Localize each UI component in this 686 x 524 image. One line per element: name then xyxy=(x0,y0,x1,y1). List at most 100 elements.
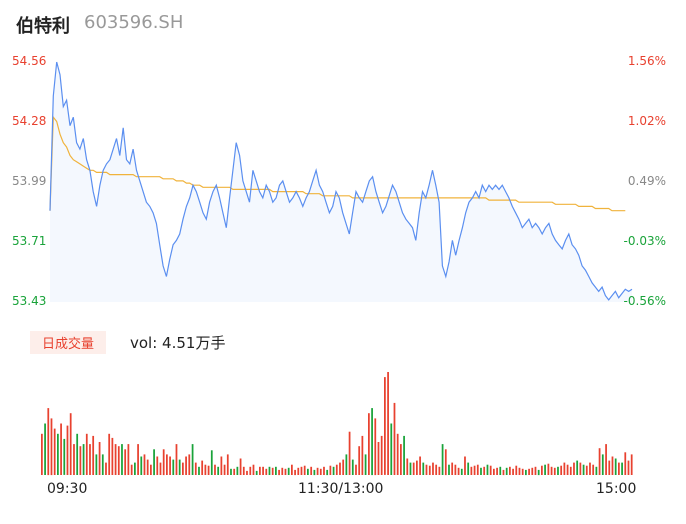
volume-bar xyxy=(505,467,508,475)
volume-bar xyxy=(425,464,428,475)
volume-bar xyxy=(194,462,197,475)
volume-bar xyxy=(509,466,511,475)
x-tick: 11:30/13:00 xyxy=(298,481,384,497)
y-left-tick: 53.71 xyxy=(12,234,47,248)
volume-bar xyxy=(329,465,332,475)
volume-bar xyxy=(483,466,486,475)
volume-bar xyxy=(85,433,88,475)
volume-bar xyxy=(618,462,620,475)
y-right-tick: -0.03% xyxy=(623,234,666,248)
y-left-tick: 54.28 xyxy=(12,114,47,128)
volume-bar xyxy=(553,467,556,475)
volume-bar xyxy=(159,462,162,475)
volume-bar xyxy=(579,462,582,475)
volume-bar xyxy=(114,444,117,475)
volume-bar xyxy=(130,464,133,475)
volume-text: vol: 4.51万手 xyxy=(130,334,226,352)
volume-bar xyxy=(182,462,184,475)
volume-bar xyxy=(169,456,171,475)
volume-bar xyxy=(441,444,444,475)
volume-bar xyxy=(371,408,373,476)
volume-bar xyxy=(53,428,56,475)
volume-bar xyxy=(268,466,271,475)
volume-bar xyxy=(544,464,546,475)
volume-bar xyxy=(493,468,495,475)
volume-bar xyxy=(150,464,152,475)
volume-bar xyxy=(271,467,274,475)
volume-bar xyxy=(592,464,595,475)
volume-bar xyxy=(364,454,367,475)
volume-bar xyxy=(185,456,187,475)
volume-bar xyxy=(496,467,498,475)
volume-bar xyxy=(569,466,572,475)
volume-bar xyxy=(444,449,447,476)
volume-bar xyxy=(515,465,518,475)
volume-bar xyxy=(162,449,165,476)
volume-bar xyxy=(98,442,101,475)
y-right-tick: 1.02% xyxy=(627,114,666,128)
volume-bar xyxy=(76,433,79,475)
volume-bar xyxy=(294,469,296,476)
y-right-tick: -0.56% xyxy=(623,294,666,308)
volume-bar xyxy=(137,444,139,475)
volume-bar xyxy=(101,454,104,475)
volume-badge: 日成交量 xyxy=(30,331,107,354)
volume-bar xyxy=(351,459,354,475)
volume-bar xyxy=(275,466,277,475)
volume-bar xyxy=(541,465,543,475)
price-area xyxy=(50,62,632,302)
volume-bar xyxy=(66,425,69,475)
volume-bar xyxy=(614,458,617,475)
volume-bar xyxy=(428,465,431,475)
volume-bar xyxy=(499,466,502,475)
volume-bar xyxy=(457,467,460,475)
volume-bar xyxy=(156,456,159,475)
volume-bar xyxy=(95,454,98,475)
volume-bar xyxy=(284,468,287,475)
volume-bar xyxy=(387,372,389,475)
volume-bar xyxy=(47,408,50,476)
volume-bar xyxy=(630,454,633,475)
volume-bar xyxy=(601,454,604,475)
volume-bar xyxy=(589,462,591,475)
volume-bar xyxy=(393,402,396,475)
volume-bar xyxy=(326,469,329,476)
volume-bar xyxy=(204,464,207,475)
volume-bar xyxy=(464,456,466,475)
volume-bar xyxy=(454,464,457,475)
volume-bar xyxy=(63,438,66,475)
volume-bar xyxy=(166,454,168,475)
volume-bar xyxy=(146,459,149,475)
volume-bar xyxy=(384,377,386,475)
volume-bar xyxy=(246,470,248,475)
volume-bar xyxy=(127,444,130,475)
volume-bar xyxy=(121,444,123,475)
volume-bar xyxy=(476,464,479,475)
volume-bar xyxy=(57,433,59,475)
volume-bar xyxy=(438,466,441,475)
volume-bar xyxy=(377,442,380,475)
volume-bar xyxy=(307,468,309,475)
volume-bar xyxy=(473,465,476,475)
volume-bar xyxy=(297,467,300,475)
volume-bar xyxy=(316,467,319,475)
volume-bar xyxy=(233,468,236,475)
volume-bar xyxy=(560,465,563,475)
volume-bar xyxy=(611,456,614,475)
volume-bar xyxy=(332,466,335,475)
volume-bar xyxy=(335,464,338,475)
volume-bar xyxy=(470,466,473,475)
volume-bar xyxy=(230,468,232,475)
volume-bar xyxy=(255,470,258,475)
volume-bar xyxy=(422,462,425,475)
volume-bar xyxy=(310,466,313,475)
volume-bar xyxy=(73,444,75,475)
volume-bar xyxy=(153,449,155,476)
volume-bar xyxy=(319,468,322,475)
volume-bar xyxy=(191,444,194,475)
volume-bar xyxy=(226,454,229,475)
volume-bar xyxy=(435,464,438,475)
volume-bar xyxy=(287,467,290,475)
volume-bar xyxy=(50,418,53,476)
